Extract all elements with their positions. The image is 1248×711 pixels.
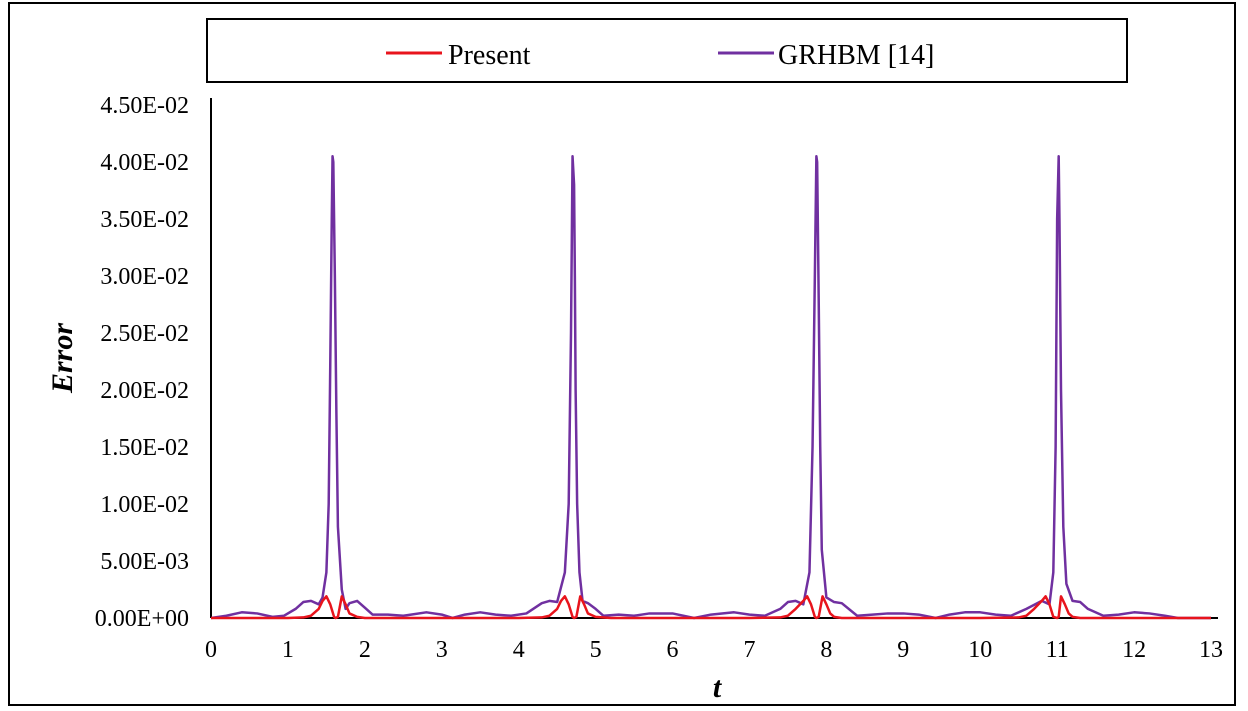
y-tick-label: 2.00E-02	[100, 378, 189, 404]
x-tick-label: 3	[436, 637, 448, 663]
x-tick-label: 12	[1122, 637, 1146, 663]
y-tick-label: 4.00E-02	[100, 150, 189, 176]
x-tick-label: 0	[205, 637, 217, 663]
x-tick-label: 9	[897, 637, 909, 663]
y-tick-label: 5.00E-03	[100, 549, 189, 575]
series-line-present	[211, 595, 1211, 620]
y-tick-label: 0.00E+00	[95, 606, 189, 632]
y-tick-label: 2.50E-02	[100, 321, 189, 347]
legend-label-present: Present	[448, 40, 531, 71]
series-layer	[210, 155, 1211, 620]
x-tick-label: 8	[820, 637, 832, 663]
x-tick-labels: 0 1 2 3 4 5 6 7 8 9 10 11 12 13	[205, 637, 1223, 663]
x-axis-title: t	[713, 671, 723, 704]
chart-frame	[8, 2, 1236, 706]
x-tick-label: 4	[513, 637, 525, 663]
x-tick-label: 5	[590, 637, 602, 663]
x-tick-label: 2	[359, 637, 371, 663]
x-tick-label: 11	[1046, 637, 1069, 663]
y-tick-label: 1.50E-02	[100, 435, 189, 461]
legend: Present GRHBM [14]	[206, 18, 1128, 83]
x-tick-label: 13	[1199, 637, 1223, 663]
y-tick-label: 4.50E-02	[100, 93, 189, 119]
x-tick-label: 7	[743, 637, 755, 663]
y-tick-label: 1.00E-02	[100, 492, 189, 518]
legend-label-grhbm: GRHBM [14]	[778, 40, 934, 71]
y-tick-label: 3.00E-02	[100, 264, 189, 290]
x-tick-label: 10	[968, 637, 992, 663]
y-axis-title: Error	[46, 323, 79, 394]
x-tick-label: 6	[667, 637, 679, 663]
y-tick-label: 3.50E-02	[100, 207, 189, 233]
legend-box	[206, 18, 1128, 83]
x-tick-label: 1	[282, 637, 294, 663]
y-tick-labels: 0.00E+00 5.00E-03 1.00E-02 1.50E-02 2.00E-02…	[95, 93, 189, 632]
series-line-grhbm	[210, 155, 1211, 620]
